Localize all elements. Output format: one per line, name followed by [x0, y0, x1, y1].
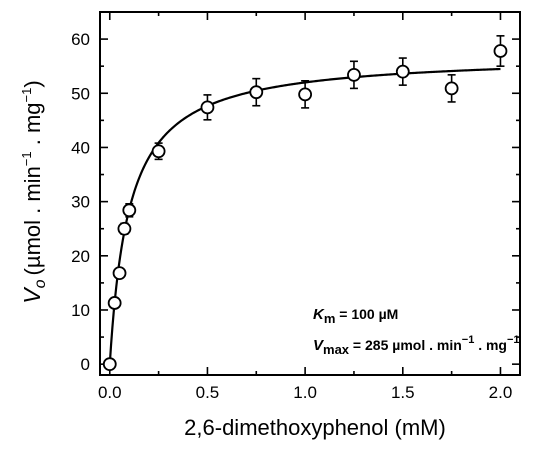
y-axis-title-mid: . mg: [20, 102, 45, 151]
fit-curve-layer: [108, 67, 501, 365]
y-axis-title-sup2: −1: [19, 88, 34, 103]
y-tick-label: 0: [81, 355, 90, 374]
vmax-annotation: Vmax = 285 µmol . min−1 . mg−1: [313, 334, 520, 357]
y-tick-label: 40: [71, 138, 90, 157]
fit-curve: [108, 67, 501, 365]
y-tick-label: 10: [71, 301, 90, 320]
y-tick-label: 50: [71, 84, 90, 103]
data-point: [444, 81, 459, 96]
x-tick-label: 0.5: [196, 383, 220, 402]
data-point: [200, 100, 215, 115]
km-symbol: K: [313, 306, 325, 323]
data-point: [151, 144, 166, 159]
y-tick-label: 60: [71, 30, 90, 49]
data-point: [347, 67, 361, 82]
vmax-mid: . mg: [474, 337, 507, 353]
km-annotation: Km = 100 µM: [313, 306, 398, 326]
data-point: [102, 357, 117, 372]
data-point: [112, 266, 127, 281]
data-point: [122, 203, 137, 218]
data-point: [107, 296, 122, 310]
vmax-sup2: −1: [507, 334, 520, 346]
vmax-subscript: max: [323, 342, 350, 357]
axis-ticks: 0.0 0.5 1.0 1.5 2.0 0 10 20 30 40 50 60: [71, 12, 520, 402]
data-point: [249, 85, 264, 100]
km-value: = 100 µM: [335, 306, 398, 322]
y-tick-label: 30: [71, 193, 90, 212]
y-axis-title-sup1: −1: [19, 151, 34, 166]
x-tick-label: 1.5: [391, 383, 415, 402]
data-point: [298, 87, 313, 102]
data-point: [493, 44, 508, 58]
y-axis-title-main: V: [19, 286, 45, 304]
x-tick-label: 2.0: [489, 383, 513, 402]
y-axis-title-unit: (µmol . min: [20, 166, 45, 275]
km-subscript: m: [324, 311, 336, 326]
y-axis-title-close: ): [20, 80, 45, 87]
x-axis-title: 2,6-dimethoxyphenol (mM): [184, 415, 446, 440]
data-points-layer: [102, 35, 508, 372]
data-point: [117, 221, 132, 236]
y-axis-title: Vo(µmol . min−1 . mg−1): [19, 80, 49, 303]
vmax-sup1: −1: [462, 334, 475, 346]
x-tick-label: 1.0: [293, 383, 317, 402]
x-tick-label: 0.0: [98, 383, 122, 402]
data-point: [395, 64, 410, 79]
vmax-symbol: V: [313, 337, 325, 354]
plot-frame: [99, 11, 521, 376]
axes: [99, 11, 521, 376]
vmax-value: = 285 µmol . min: [349, 337, 462, 353]
y-tick-label: 20: [71, 247, 90, 266]
y-axis-title-subscript: o: [32, 279, 49, 288]
